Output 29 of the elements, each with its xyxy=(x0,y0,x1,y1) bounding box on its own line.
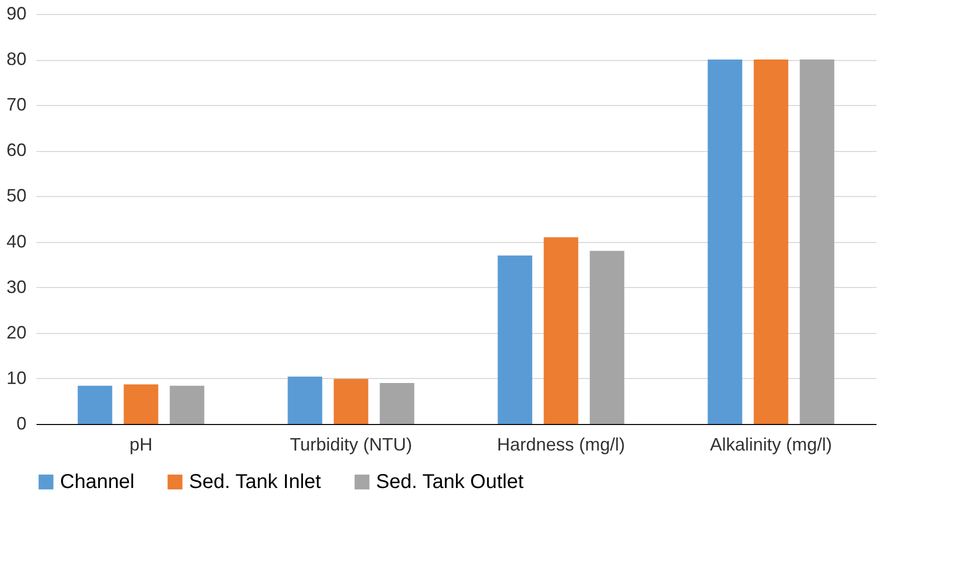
bar xyxy=(590,250,624,424)
bar xyxy=(380,383,414,424)
bar xyxy=(170,386,204,424)
y-tick-label: 80 xyxy=(6,49,26,70)
bar xyxy=(544,237,578,424)
bar xyxy=(78,386,112,424)
x-tick-label: pH xyxy=(129,434,153,454)
y-tick-label: 60 xyxy=(6,140,26,160)
y-tick-label: 50 xyxy=(6,186,26,206)
y-tick-label: 30 xyxy=(6,276,26,297)
x-tick-label: Alkalinity (mg/l) xyxy=(710,434,832,454)
bar xyxy=(498,255,532,424)
bar xyxy=(754,60,788,424)
y-tick-label: 0 xyxy=(16,414,26,434)
x-tick-label: Hardness (mg/l) xyxy=(496,434,626,454)
bar xyxy=(124,384,158,424)
x-tick-label: Turbidity (NTU) xyxy=(290,434,412,454)
bar xyxy=(334,378,368,424)
legend-label: Sed. Tank Inlet xyxy=(189,471,322,493)
bar xyxy=(708,60,742,424)
y-tick-label: 40 xyxy=(6,231,26,252)
y-tick-label: 10 xyxy=(6,368,26,388)
y-tick-label: 20 xyxy=(6,322,26,342)
y-tick-label: 90 xyxy=(6,4,26,24)
legend-label: Sed. Tank Outlet xyxy=(376,471,524,493)
bar xyxy=(288,376,322,424)
y-tick-label: 70 xyxy=(6,94,26,115)
legend-label: Channel xyxy=(60,471,135,493)
bar xyxy=(800,60,834,424)
